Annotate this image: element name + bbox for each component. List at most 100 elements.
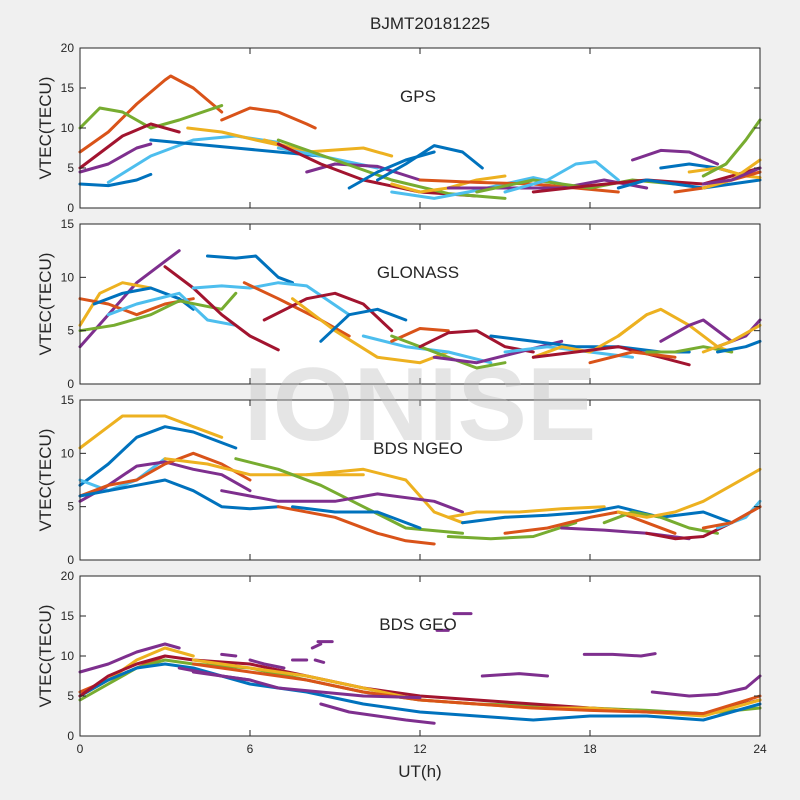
x-tick-label: 12 (413, 742, 427, 756)
y-tick-label: 15 (61, 217, 75, 231)
panel-1: 0 5 10 15 VTEC(TECU) GLONASS (36, 217, 762, 391)
series-line-16 (418, 329, 535, 354)
series-line-10 (319, 702, 436, 725)
series-line-1 (78, 281, 153, 327)
series-line-8 (191, 281, 351, 317)
y-tick-label: 0 (67, 729, 74, 743)
y-tick-label: 15 (61, 393, 75, 407)
y-axis-label: VTEC(TECU) (36, 77, 55, 180)
series-line-0 (78, 642, 181, 674)
series-line-5 (78, 291, 238, 333)
series-line-5 (78, 142, 153, 174)
series-line-25 (631, 148, 719, 166)
series-line-10 (262, 291, 394, 333)
series-line-0 (78, 172, 153, 188)
series-line-18 (616, 467, 762, 519)
series-line-4 (78, 662, 762, 722)
panel-3: 0 5 10 15 20 0 6 12 18 24 VTEC(TECU) BDS GEO (36, 569, 767, 756)
series-line-24 (659, 318, 734, 343)
y-tick-label: 10 (61, 649, 75, 663)
y-tick-label: 20 (61, 41, 75, 55)
series-line-6 (163, 265, 280, 352)
series-line-13 (310, 642, 323, 650)
series-line-21 (650, 674, 762, 698)
series-line-10 (276, 505, 436, 546)
series-line-25 (645, 345, 734, 354)
y-tick-label: 20 (61, 569, 75, 583)
y-tick-label: 15 (61, 81, 75, 95)
series-line-30 (701, 166, 762, 186)
y-axis-label: VTEC(TECU) (36, 429, 55, 532)
panels: 0 5 10 15 20 VTEC(TECU) GPS 0 5 10 15 VTEC(TECU) GLO… (36, 41, 767, 756)
series-line-8 (220, 106, 317, 130)
series-line-22 (531, 345, 691, 367)
series-line-3 (78, 104, 224, 130)
series-line-14 (461, 505, 734, 525)
series-line-2 (78, 457, 167, 493)
series-line-11 (220, 652, 238, 658)
series-line-15 (313, 658, 326, 664)
series-line-14 (390, 327, 450, 343)
y-tick-label: 0 (67, 201, 74, 215)
y-tick-label: 5 (67, 161, 74, 175)
series-line-11 (305, 162, 422, 182)
series-line-2 (78, 74, 224, 154)
series-line-9 (191, 670, 252, 682)
series-line-17 (602, 510, 719, 535)
series-line-12 (446, 505, 606, 519)
series-line-13 (276, 138, 507, 200)
series-line-11 (291, 505, 422, 530)
y-tick-label: 5 (67, 324, 74, 338)
y-tick-label: 10 (61, 446, 75, 460)
series-line-13 (446, 521, 578, 541)
panel-label: BDS GEO (379, 615, 456, 634)
series-line-7 (305, 467, 464, 525)
panel-0: 0 5 10 15 20 VTEC(TECU) GPS (36, 41, 762, 215)
y-tick-label: 10 (61, 121, 75, 135)
series-line-1 (78, 425, 238, 487)
panel-label: BDS NGEO (373, 439, 463, 458)
series-line-14 (376, 144, 484, 182)
series-line-7 (206, 254, 294, 285)
y-tick-label: 5 (67, 689, 74, 703)
panel-label: GLONASS (377, 263, 459, 282)
series-line-20 (582, 652, 657, 658)
series-line-7 (191, 662, 762, 716)
plot-area (80, 48, 760, 208)
series-line-28 (701, 118, 762, 178)
series-line-7 (149, 138, 323, 158)
series-line-4 (78, 451, 252, 498)
x-axis-label: UT(h) (398, 762, 441, 781)
y-axis-label: VTEC(TECU) (36, 253, 55, 356)
panel-2: 0 5 10 15 VTEC(TECU) BDS NGEO (36, 393, 762, 567)
x-tick-label: 18 (583, 742, 597, 756)
series-line-8 (234, 457, 464, 535)
series-line-21 (701, 505, 762, 530)
x-tick-label: 0 (77, 742, 84, 756)
y-tick-label: 0 (67, 377, 74, 391)
y-tick-label: 10 (61, 270, 75, 284)
y-tick-label: 0 (67, 553, 74, 567)
series-line-21 (503, 160, 620, 194)
panel-label: GPS (400, 87, 436, 106)
series-line-23 (616, 178, 762, 190)
y-axis-label: VTEC(TECU) (36, 605, 55, 708)
series-line-6 (163, 457, 365, 477)
series-line-15 (347, 150, 436, 190)
y-tick-label: 15 (61, 609, 75, 623)
series-line-12 (319, 307, 408, 343)
series-line-5 (78, 478, 280, 511)
series-line-23 (588, 350, 677, 365)
x-tick-label: 24 (753, 742, 767, 756)
series-line-17 (390, 176, 564, 200)
series-line-0 (78, 249, 181, 349)
series-line-12 (248, 658, 286, 670)
y-tick-label: 5 (67, 500, 74, 514)
series-line-4 (78, 122, 181, 170)
series-line-9 (220, 489, 464, 514)
series-line-15 (503, 510, 677, 535)
series-line-4 (106, 291, 238, 327)
series-line-19 (480, 672, 549, 678)
watermark: IONISE (244, 347, 597, 463)
